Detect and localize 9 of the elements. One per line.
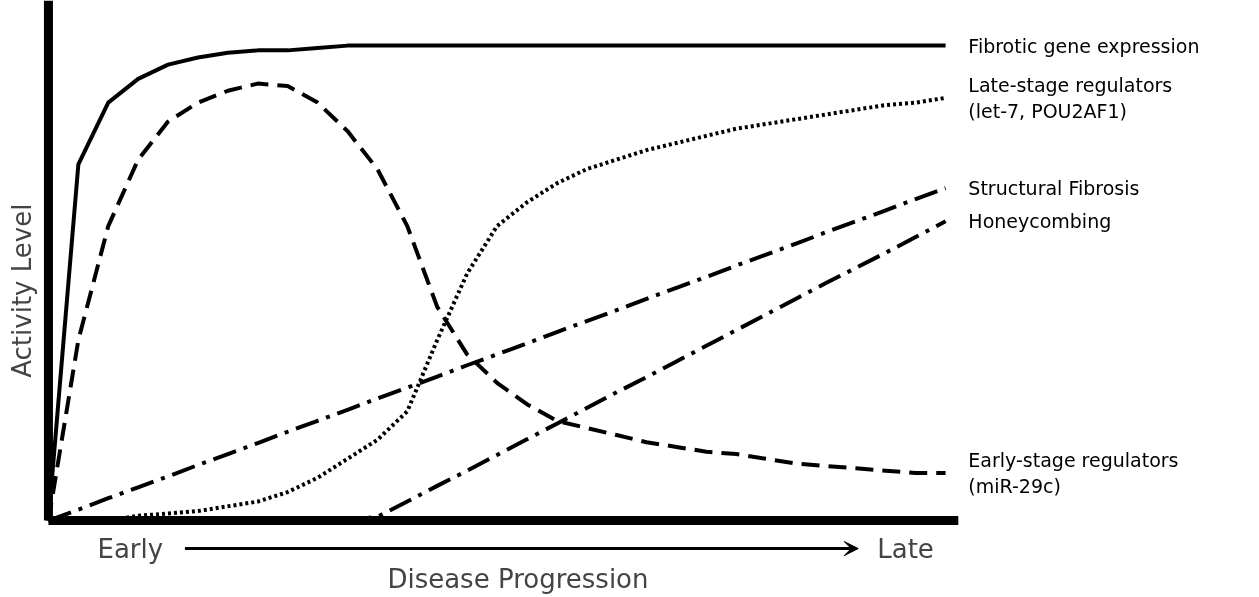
series-label: Fibrotic gene expression <box>968 34 1200 57</box>
text: Late <box>877 534 934 565</box>
series-label: Honeycombing <box>968 210 1112 233</box>
series-label: Early-stage regulators (miR-29c) <box>968 448 1179 498</box>
series-label: Late-stage regulators (let-7, POU2AF1) <box>968 73 1173 123</box>
text: Early <box>97 534 164 565</box>
series-label: Structural Fibrosis <box>968 177 1140 200</box>
x-axis-title: Disease Progression <box>387 563 649 594</box>
y-axis-title: Activity Level <box>7 203 38 378</box>
